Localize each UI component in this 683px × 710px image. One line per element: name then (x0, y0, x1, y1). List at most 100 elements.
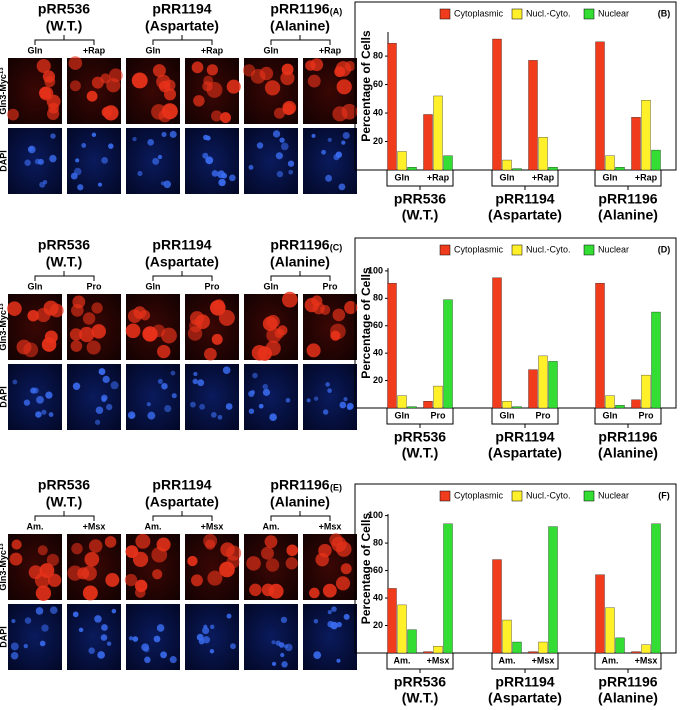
cell (151, 546, 168, 563)
cell (280, 71, 295, 86)
y-tick-label: 40 (373, 592, 383, 602)
cell (265, 558, 280, 572)
bar (512, 641, 522, 654)
legend-swatch (583, 8, 595, 20)
cell (288, 169, 294, 175)
cell (306, 398, 311, 403)
stain-superscript: 13 (0, 303, 5, 310)
legend-swatch (511, 8, 523, 20)
cell (248, 164, 254, 170)
condition-label: +Msx (83, 521, 106, 531)
panel-label: (A) (330, 6, 343, 16)
legend-label: Nuclear (598, 8, 629, 18)
condition-label: Am. (262, 521, 279, 531)
cell (280, 142, 289, 151)
cell (249, 583, 262, 597)
group-bracket (386, 653, 454, 673)
cell (229, 174, 236, 182)
bar (492, 559, 502, 654)
bar (397, 395, 407, 409)
cell (275, 152, 283, 160)
cell (226, 613, 232, 619)
cell (189, 319, 203, 333)
x-tick-label: Gln (603, 410, 618, 420)
cell (158, 109, 172, 123)
group-detail: (Alanine) (598, 690, 658, 706)
panel-label: (F) (658, 490, 670, 500)
cell (242, 64, 256, 77)
bar (387, 43, 397, 171)
cell (331, 536, 347, 552)
cell (157, 378, 163, 384)
cell (152, 157, 160, 165)
strain-detail: (Aspartate) (145, 18, 219, 34)
bar (407, 167, 417, 171)
legend-label: Nucl.-Cyto. (526, 8, 571, 18)
cell (157, 154, 163, 160)
cell (202, 626, 210, 635)
bar (492, 277, 502, 409)
cell (49, 154, 57, 163)
group-bracket (491, 408, 559, 428)
strain-detail: (Alanine) (270, 494, 330, 510)
cell (197, 379, 205, 387)
cell (47, 573, 62, 587)
cell (147, 138, 154, 146)
cell (334, 66, 346, 78)
cell (28, 565, 43, 580)
cell (286, 544, 298, 557)
cell (321, 149, 326, 155)
bar (615, 167, 625, 171)
cell (35, 607, 44, 615)
cell (206, 64, 219, 76)
legend-label: Nucl.-Cyto. (526, 490, 571, 500)
cell (336, 79, 352, 95)
cell (142, 326, 158, 342)
cell (269, 413, 277, 422)
cell (39, 181, 46, 188)
cell (193, 95, 205, 107)
group-name: pRR1196 (598, 674, 657, 690)
micrograph (303, 364, 357, 430)
legend-swatch (511, 490, 523, 502)
counterstain-label: DAPI (0, 626, 8, 648)
cell (141, 643, 150, 652)
group-name: pRR1194 (495, 191, 554, 207)
cell (306, 343, 321, 358)
x-tick-label: +Msx (635, 655, 658, 665)
cell (94, 419, 101, 425)
cell (209, 624, 215, 630)
cell (23, 399, 31, 406)
cell (97, 651, 105, 659)
y-tick-label: 40 (373, 107, 383, 117)
x-tick-label: Gln (395, 410, 410, 420)
cell (161, 131, 167, 138)
condition-label: Pro (322, 281, 338, 291)
strain-detail: (Alanine) (270, 18, 330, 34)
cell (131, 72, 148, 89)
cell (98, 368, 106, 375)
bar (502, 619, 512, 654)
group-detail: (Alanine) (598, 445, 658, 461)
cell (279, 137, 285, 143)
cell (217, 170, 226, 179)
bar (502, 159, 512, 171)
cell (252, 372, 258, 379)
strain-detail: (W.T.) (46, 254, 83, 270)
cell (108, 68, 123, 83)
cell (264, 80, 281, 96)
cell (79, 326, 95, 343)
cell (333, 154, 340, 161)
cell (100, 634, 108, 641)
x-tick-label: Gln (500, 172, 515, 182)
cell (10, 652, 19, 660)
cell (144, 656, 151, 664)
stain-name: Gln3-Myc (0, 310, 8, 351)
micrograph (8, 604, 62, 670)
y-tick-label: 60 (373, 320, 383, 330)
cell (132, 636, 139, 642)
cell (209, 649, 215, 654)
x-tick-label: +Rap (427, 172, 450, 182)
cell (192, 378, 198, 385)
bar (605, 607, 615, 654)
